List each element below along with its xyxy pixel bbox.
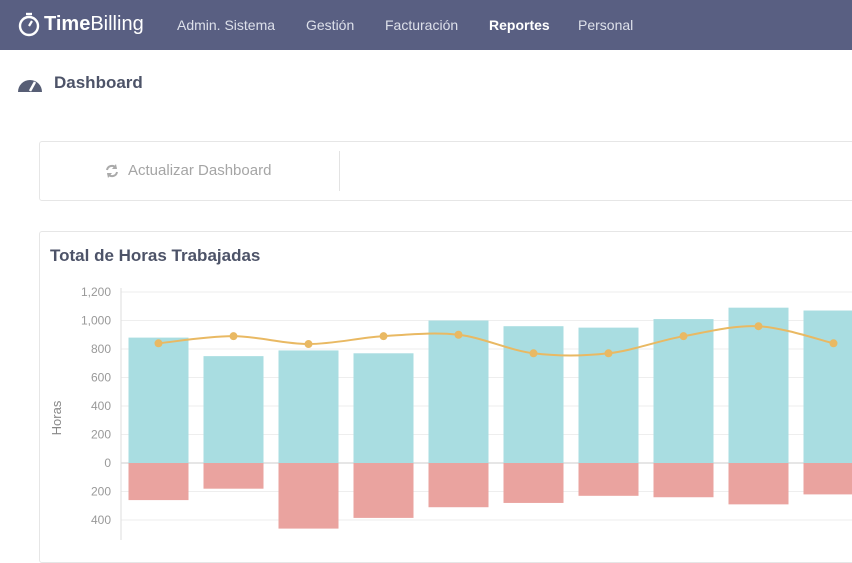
- bar: [129, 463, 189, 500]
- bar: [579, 328, 639, 463]
- bar: [504, 463, 564, 503]
- y-tick-label: 400: [91, 513, 111, 527]
- y-tick-label: 600: [91, 371, 111, 385]
- line-point: [830, 339, 838, 347]
- bar: [429, 463, 489, 507]
- bar: [729, 308, 789, 463]
- y-tick-label: 200: [91, 428, 111, 442]
- bar: [504, 326, 564, 463]
- bar: [354, 353, 414, 463]
- line-point: [230, 332, 238, 340]
- line-point: [155, 339, 163, 347]
- line-point: [530, 349, 538, 357]
- bar: [204, 463, 264, 489]
- bar: [804, 311, 852, 464]
- line-point: [380, 332, 388, 340]
- y-tick-label: 1,000: [81, 314, 111, 328]
- line-point: [755, 322, 763, 330]
- line-point: [455, 331, 463, 339]
- chart-title: Total de Horas Trabajadas: [50, 246, 260, 265]
- bar: [654, 463, 714, 497]
- y-tick-label: 400: [91, 399, 111, 413]
- y-tick-label: 1,200: [81, 285, 111, 299]
- bar: [279, 463, 339, 529]
- bar: [804, 463, 852, 494]
- bar: [354, 463, 414, 518]
- bar: [279, 350, 339, 463]
- y-tick-label: 800: [91, 342, 111, 356]
- chart: Total de Horas Trabajadas Horas 1,200 1,0…: [0, 0, 852, 540]
- line-point: [305, 340, 313, 348]
- line-point: [680, 332, 688, 340]
- bar: [204, 356, 264, 463]
- bar: [579, 463, 639, 496]
- bar: [429, 321, 489, 464]
- y-tick-label: 200: [91, 485, 111, 499]
- line-point: [605, 349, 613, 357]
- y-tick-label: 0: [104, 456, 111, 470]
- bar: [729, 463, 789, 504]
- bar: [129, 338, 189, 463]
- y-axis-label: Horas: [49, 400, 64, 435]
